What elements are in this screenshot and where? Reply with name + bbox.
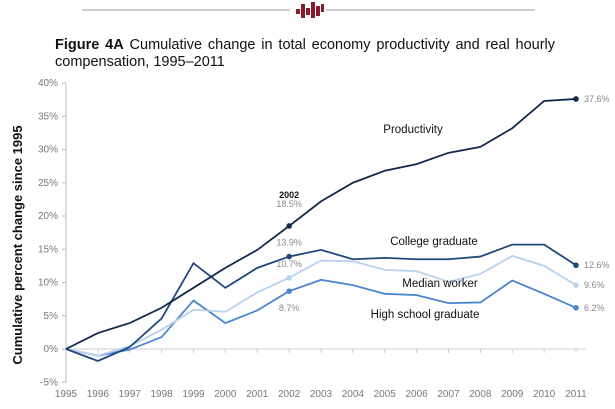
x-tick-label: 2008 [469, 389, 492, 400]
x-tick-label: 1998 [151, 389, 174, 400]
series-label: Median worker [402, 278, 478, 290]
y-axis-title: Cumulative percent change since 1995 [10, 125, 25, 364]
x-tick-label: 2006 [406, 389, 429, 400]
y-tick-label: 5% [44, 311, 59, 322]
y-tick-label: 0% [44, 344, 59, 355]
y-tick-label: -5% [40, 377, 58, 388]
y-tick-label: 30% [38, 145, 58, 156]
x-tick-label: 2010 [533, 389, 556, 400]
x-tick-label: 2009 [501, 389, 524, 400]
series-label: High school graduate [371, 309, 480, 321]
x-tick-label: 1999 [182, 389, 205, 400]
end-value-label: 12.6% [584, 260, 610, 270]
data-point-high-school-graduate [573, 304, 579, 311]
figure-label: Figure 4A [55, 37, 124, 53]
value-label-2002: 13.9% [276, 238, 302, 248]
x-tick-label: 1996 [87, 389, 110, 400]
y-tick-label: 15% [38, 244, 58, 255]
figure-title: Figure 4A Cumulative change in total eco… [55, 37, 555, 71]
end-value-label: 6.2% [584, 303, 605, 313]
end-value-label: 9.6% [584, 280, 605, 290]
y-tick-label: 40% [38, 78, 58, 89]
data-point-median-worker [286, 275, 292, 281]
data-point-median-worker [573, 282, 579, 288]
value-label-2002: 10.7% [276, 259, 302, 269]
data-point-high-school-graduate [286, 288, 292, 294]
x-tick-label: 2002 [278, 389, 301, 400]
y-tick-label: 20% [38, 211, 58, 222]
series-line-high-school-graduate [65, 278, 577, 357]
x-tick-label: 1997 [119, 389, 142, 400]
series-label: Productivity [383, 124, 443, 136]
x-tick-label: 2007 [437, 389, 460, 400]
data-point-productivity [286, 223, 292, 229]
data-point-productivity [573, 96, 579, 102]
x-tick-label: 2001 [246, 389, 269, 400]
value-label-2002: 8.7% [279, 303, 300, 313]
value-label-2002: 18.5% [276, 199, 302, 209]
data-point-college-graduate [286, 253, 292, 260]
series-line-median-worker [65, 254, 577, 357]
x-tick-label: 2003 [310, 389, 333, 400]
x-tick-label: 2011 [565, 389, 587, 400]
series-line-productivity [65, 98, 577, 350]
series-label: College graduate [390, 236, 478, 248]
y-tick-label: 25% [38, 178, 58, 189]
x-tick-label: 2000 [214, 389, 237, 400]
x-tick-label: 2004 [342, 389, 365, 400]
y-tick-label: 10% [38, 278, 58, 289]
x-tick-label: 1995 [55, 389, 78, 400]
annotation-2002: 2002 [279, 190, 299, 200]
series-line-college-graduate [65, 243, 577, 362]
data-point-college-graduate [573, 262, 579, 269]
logo-icon [296, 2, 324, 18]
end-value-label: 37.6% [584, 94, 610, 104]
y-tick-label: 35% [38, 111, 58, 122]
x-tick-label: 2005 [374, 389, 397, 400]
figure-title-text: Cumulative change in total economy produ… [55, 37, 556, 70]
